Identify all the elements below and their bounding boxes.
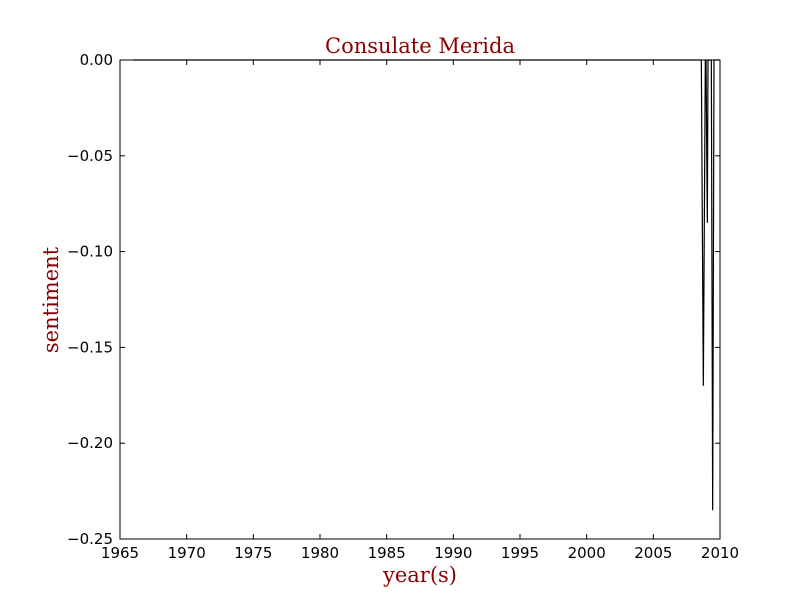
y-tick-label: 0.00	[80, 51, 113, 69]
y-axis-label: sentiment	[39, 246, 63, 353]
y-tick-label: −0.10	[67, 243, 113, 261]
y-axis: 0.00 −0.05 −0.10 −0.15 −0.20 −0.25	[67, 51, 720, 548]
series-line-0	[133, 59, 720, 511]
plot-area	[133, 59, 720, 511]
x-axis: 1965 1970 1975 1980 1985 1990 1995 2000 2005 2010	[101, 60, 739, 562]
x-tick-label: 2010	[701, 544, 739, 562]
x-tick-label: 1975	[234, 544, 272, 562]
x-axis-label: year(s)	[382, 563, 457, 587]
x-tick-label: 1980	[301, 544, 339, 562]
x-tick-label: 1990	[434, 544, 472, 562]
x-tick-label: 1995	[501, 544, 539, 562]
x-tick-label: 1985	[368, 544, 406, 562]
x-tick-label: 1970	[168, 544, 206, 562]
chart-title: Consulate Merida	[325, 34, 515, 58]
x-tick-label: 2000	[568, 544, 606, 562]
y-tick-label: −0.25	[67, 530, 113, 548]
plot-frame	[119, 59, 721, 540]
y-tick-label: −0.05	[67, 147, 113, 165]
y-tick-label: −0.15	[67, 338, 113, 356]
y-tick-label: −0.20	[67, 434, 113, 452]
x-tick-label: 2005	[634, 544, 672, 562]
x-tick-label: 1965	[101, 544, 139, 562]
